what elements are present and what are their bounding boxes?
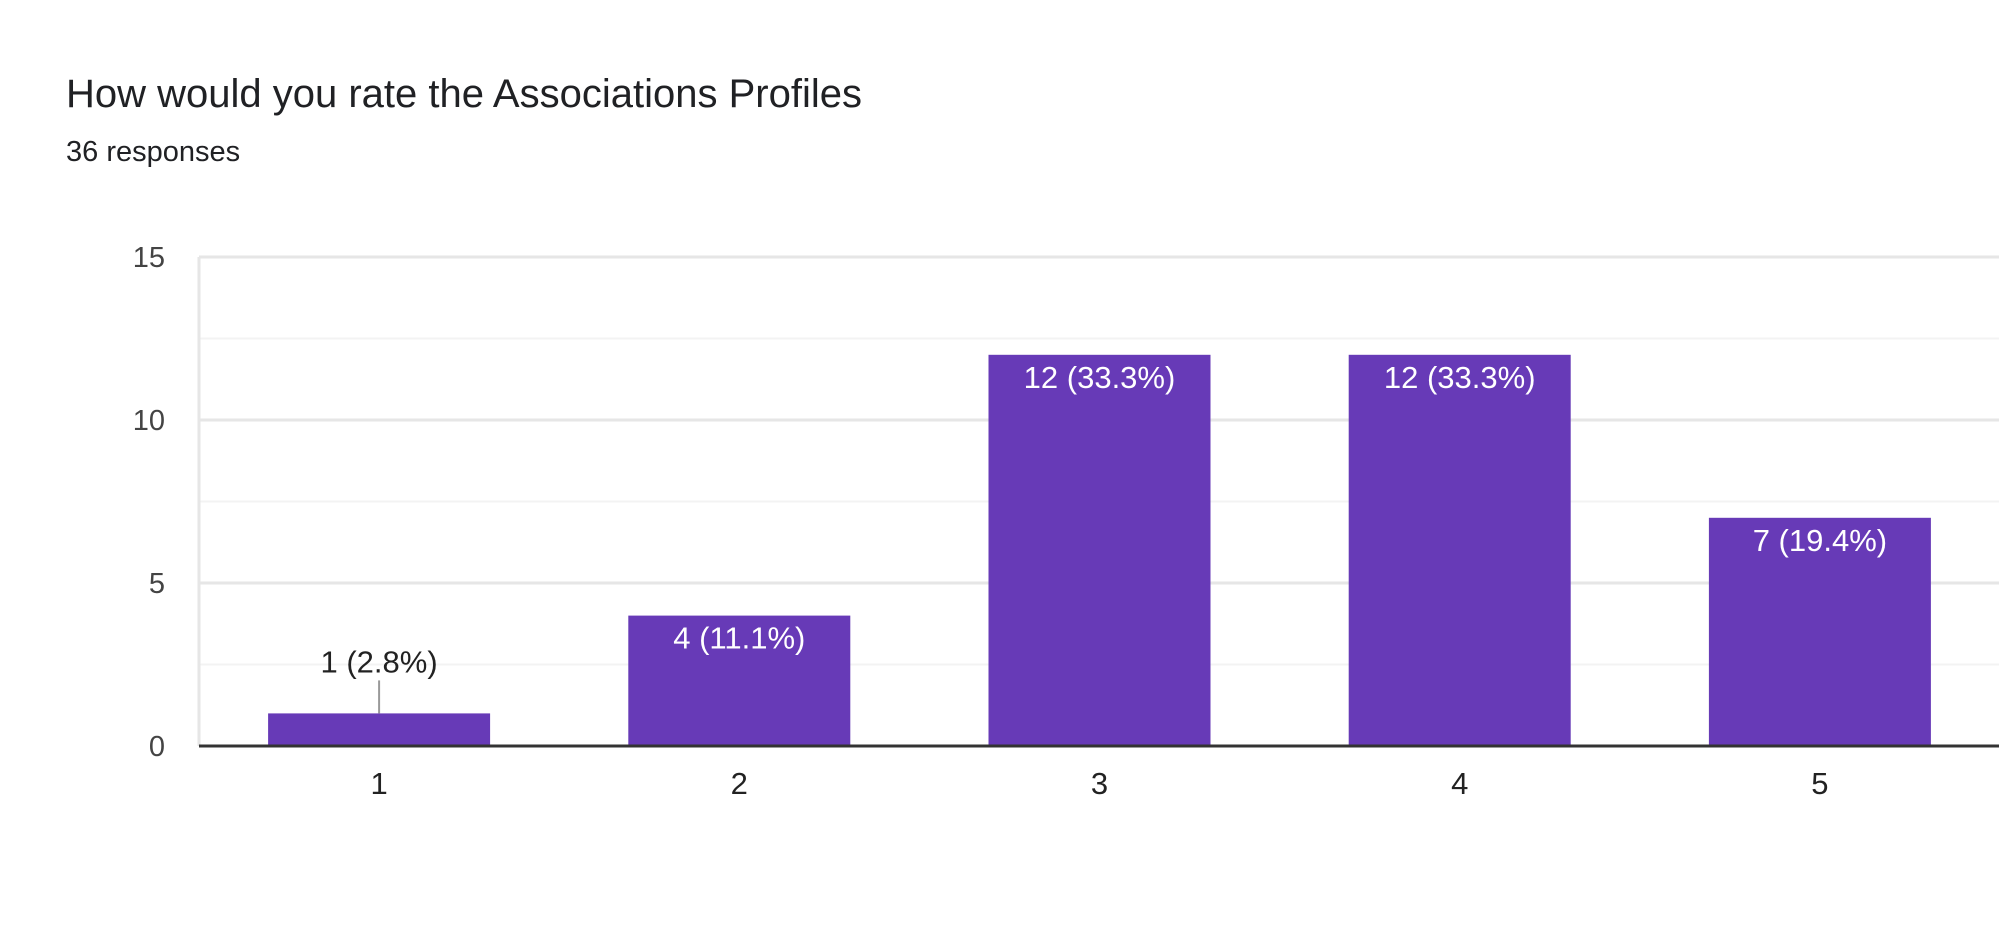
bar [1708, 517, 1931, 746]
x-tick-label: 2 [731, 766, 748, 801]
bar [628, 615, 851, 746]
data-label: 1 (2.8%) [321, 644, 438, 679]
data-label: 12 (33.3%) [1384, 360, 1536, 395]
x-tick-label: 1 [370, 766, 387, 801]
data-labels: 1 (2.8%) 4 (11.1%) 12 (33.3%) 12 (33.3%) 7 (… [321, 360, 1887, 714]
y-axis: 0 5 10 15 [133, 242, 165, 763]
y-tick-label: 10 [133, 405, 165, 437]
x-axis: 1 2 3 4 5 [199, 744, 1999, 801]
y-tick-label: 15 [133, 242, 165, 274]
y-tick-label: 0 [149, 731, 165, 763]
data-label: 4 (11.1%) [673, 621, 805, 656]
data-label: 12 (33.3%) [1024, 360, 1176, 395]
chart-title: How would you rate the Associations Prof… [66, 72, 862, 116]
response-count: 36 responses [66, 136, 241, 168]
bars [268, 354, 1931, 746]
data-label: 7 (19.4%) [1753, 523, 1887, 558]
x-tick-label: 3 [1091, 766, 1108, 801]
y-tick-label: 5 [149, 568, 165, 600]
bar [268, 713, 491, 746]
bar [988, 354, 1211, 746]
x-tick-label: 5 [1811, 766, 1828, 801]
gridlines [197, 255, 1999, 746]
bar [1348, 354, 1571, 746]
x-tick-label: 4 [1451, 766, 1468, 801]
